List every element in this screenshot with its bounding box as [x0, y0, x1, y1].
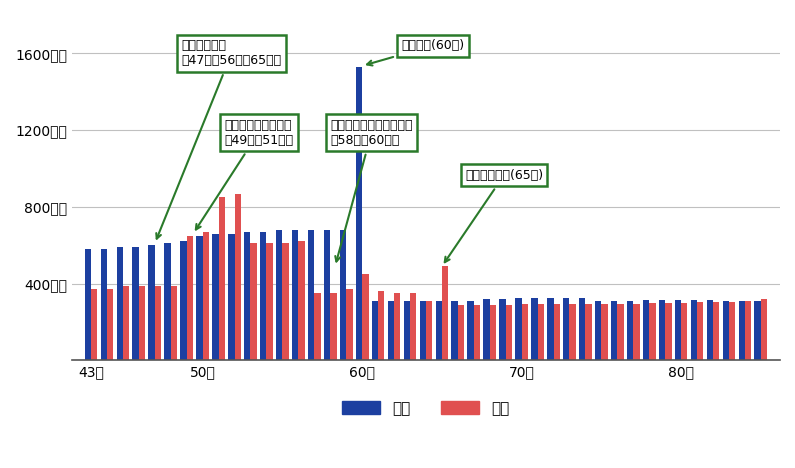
Bar [203, 232, 209, 360]
Text: 年金受給開始(65歳): 年金受給開始(65歳) [444, 169, 543, 262]
Bar [506, 305, 512, 360]
Bar [643, 300, 650, 360]
Bar [171, 285, 177, 360]
Bar [308, 230, 314, 360]
Bar [101, 249, 107, 360]
Bar [314, 293, 320, 360]
Bar [292, 230, 298, 360]
Bar [563, 298, 569, 360]
Bar [180, 241, 187, 360]
Bar [729, 302, 735, 360]
Bar [228, 234, 235, 360]
Bar [378, 292, 385, 360]
Text: 長女・次女大学進学
（49歳、51歳）: 長女・次女大学進学 （49歳、51歳） [196, 119, 293, 229]
Text: 定年退職(60歳): 定年退職(60歳) [367, 39, 464, 66]
Bar [250, 243, 257, 360]
Bar [634, 304, 640, 360]
Bar [165, 243, 171, 360]
Bar [212, 234, 219, 360]
Legend: 収入, 支出: 収入, 支出 [335, 395, 516, 422]
Bar [531, 298, 537, 360]
Bar [553, 304, 560, 360]
Bar [187, 236, 193, 360]
Bar [436, 301, 442, 360]
Bar [84, 249, 91, 360]
Bar [298, 241, 304, 360]
Bar [235, 193, 241, 360]
Bar [618, 304, 624, 360]
Bar [404, 301, 410, 360]
Bar [420, 301, 426, 360]
Bar [133, 247, 139, 360]
Bar [547, 298, 553, 360]
Bar [569, 304, 576, 360]
Bar [681, 303, 688, 360]
Bar [260, 232, 266, 360]
Bar [675, 300, 681, 360]
Bar [611, 301, 618, 360]
Bar [149, 245, 155, 360]
Bar [117, 247, 123, 360]
Bar [761, 299, 767, 360]
Bar [707, 300, 713, 360]
Bar [745, 301, 751, 360]
Bar [282, 243, 289, 360]
Bar [139, 285, 145, 360]
Bar [276, 230, 282, 360]
Bar [355, 67, 363, 360]
Bar [330, 293, 336, 360]
Bar [723, 301, 729, 360]
Bar [713, 302, 719, 360]
Bar [483, 299, 490, 360]
Bar [467, 301, 474, 360]
Bar [595, 301, 601, 360]
Bar [537, 304, 544, 360]
Bar [754, 301, 761, 360]
Bar [442, 266, 448, 360]
Bar [388, 301, 394, 360]
Bar [697, 302, 704, 360]
Bar [372, 301, 378, 360]
Bar [665, 303, 672, 360]
Bar [324, 230, 330, 360]
Bar [107, 290, 114, 360]
Bar [452, 301, 458, 360]
Bar [650, 303, 656, 360]
Bar [585, 304, 591, 360]
Bar [659, 300, 665, 360]
Bar [627, 301, 634, 360]
Bar [426, 301, 432, 360]
Bar [363, 274, 369, 360]
Bar [522, 304, 528, 360]
Text: 車の買い替え
（47歳、56歳、65歳）: 車の買い替え （47歳、56歳、65歳） [157, 39, 281, 239]
Bar [219, 197, 225, 360]
Bar [458, 305, 464, 360]
Bar [579, 298, 585, 360]
Bar [499, 299, 506, 360]
Bar [244, 232, 250, 360]
Bar [515, 298, 522, 360]
Bar [339, 230, 346, 360]
Bar [394, 293, 401, 360]
Bar [601, 304, 607, 360]
Bar [739, 301, 745, 360]
Bar [155, 285, 161, 360]
Bar [123, 285, 130, 360]
Bar [490, 305, 496, 360]
Text: 長女・次女結婚資金援助
（58歳、60歳）: 長女・次女結婚資金援助 （58歳、60歳） [331, 119, 413, 262]
Bar [266, 243, 273, 360]
Bar [474, 305, 480, 360]
Bar [691, 300, 697, 360]
Bar [196, 236, 203, 360]
Bar [410, 293, 417, 360]
Bar [346, 290, 352, 360]
Bar [91, 290, 97, 360]
